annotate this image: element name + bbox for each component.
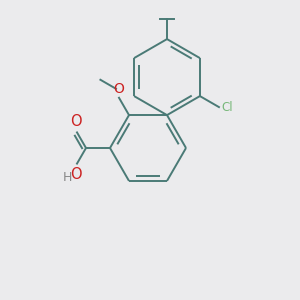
Text: O: O (114, 82, 124, 96)
Text: O: O (70, 167, 82, 182)
Text: Cl: Cl (221, 100, 232, 114)
Text: H: H (62, 171, 72, 184)
Text: O: O (70, 114, 82, 129)
